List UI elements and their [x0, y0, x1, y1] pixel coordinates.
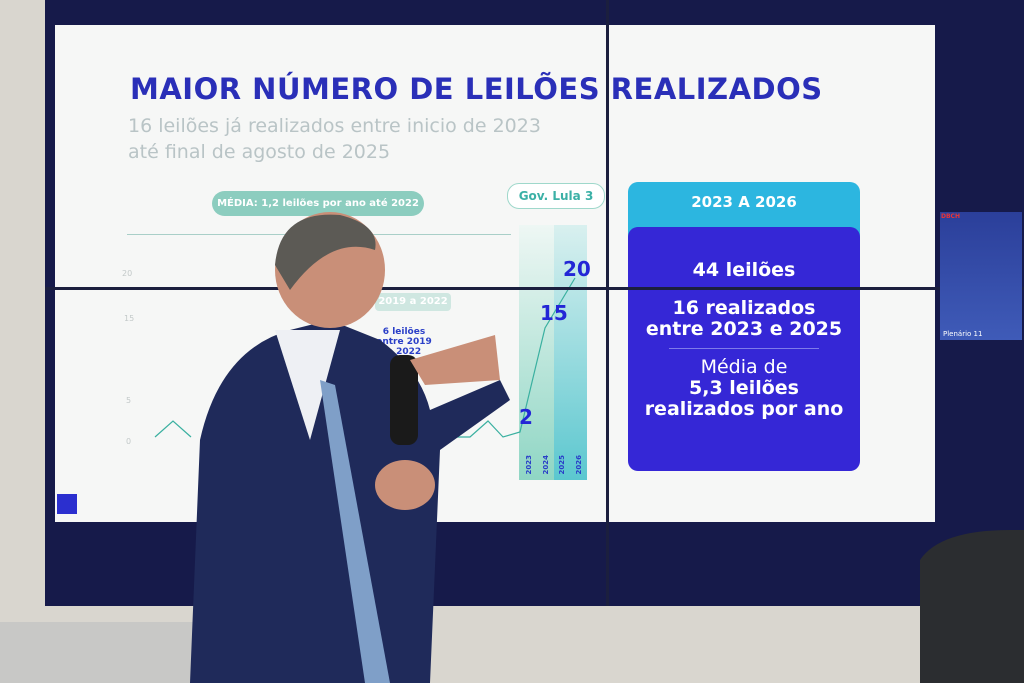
x-axis-years: 2023 2024 2025 2026	[521, 455, 587, 474]
avg-line: Média de	[700, 356, 788, 378]
value-label: 2	[519, 405, 533, 429]
screen-seam	[606, 0, 609, 606]
highlight-column	[554, 225, 587, 480]
total-auctions: 44 leilões	[692, 259, 796, 281]
y-tick: 15	[124, 314, 135, 323]
subtitle-line: até final de agosto de 2025	[128, 141, 391, 163]
avg-line: realizados por ano	[644, 398, 844, 420]
value-label: 20	[563, 257, 591, 281]
value-label: 15	[540, 301, 568, 325]
done-line: 16 realizados	[672, 297, 816, 319]
avg-line: 5,3 leilões	[689, 377, 799, 399]
speaker	[190, 212, 510, 683]
x-tick: 2024	[541, 455, 550, 475]
highlight-column	[519, 225, 554, 480]
average-pill: MÉDIA: 1,2 leilões por ano até 2022	[212, 191, 424, 216]
y-tick: 20	[122, 269, 133, 278]
subtitle-line: 16 leilões já realizados entre inicio de…	[128, 115, 541, 137]
seated-person	[920, 530, 1024, 683]
divider	[669, 348, 819, 349]
x-tick: 2026	[574, 455, 583, 475]
video-label: Plenário 11	[943, 330, 983, 338]
slide-title: MAIOR NÚMERO DE LEILÕES REALIZADOS	[130, 72, 823, 106]
summary-box: 44 leilões 16 realizados entre 2023 e 20…	[628, 227, 860, 471]
y-tick: 0	[126, 437, 132, 446]
x-tick: 2025	[558, 455, 567, 475]
x-tick: 2023	[525, 455, 534, 475]
period-text: 6 leilões entre 2019 a 2022	[376, 327, 432, 357]
y-tick: 5	[126, 396, 132, 405]
box-header-text: 2023 A 2026	[691, 193, 797, 211]
done-line: entre 2023 e 2025	[645, 318, 843, 340]
video-inset: DBCH Plenário 11	[940, 212, 1022, 340]
gov-pill: Gov. Lula 3	[507, 183, 605, 209]
screen-seam	[45, 287, 1024, 290]
rec-badge: DBCH	[941, 213, 960, 220]
logo-square	[57, 494, 77, 514]
desk-equipment	[0, 622, 195, 683]
period-label: 2019 a 2022	[375, 293, 451, 311]
slide-subtitle: 16 leilões já realizados entre inicio de…	[128, 113, 628, 165]
